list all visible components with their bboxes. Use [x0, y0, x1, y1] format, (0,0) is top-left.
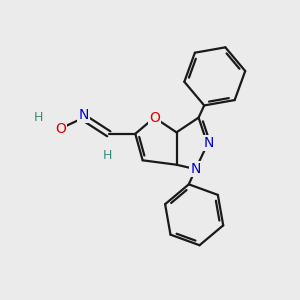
Text: N: N [190, 162, 201, 176]
Text: O: O [149, 111, 160, 124]
Text: H: H [33, 111, 43, 124]
Text: N: N [204, 136, 214, 150]
Text: O: O [55, 122, 66, 136]
Text: H: H [103, 149, 112, 162]
Text: N: N [79, 108, 89, 122]
